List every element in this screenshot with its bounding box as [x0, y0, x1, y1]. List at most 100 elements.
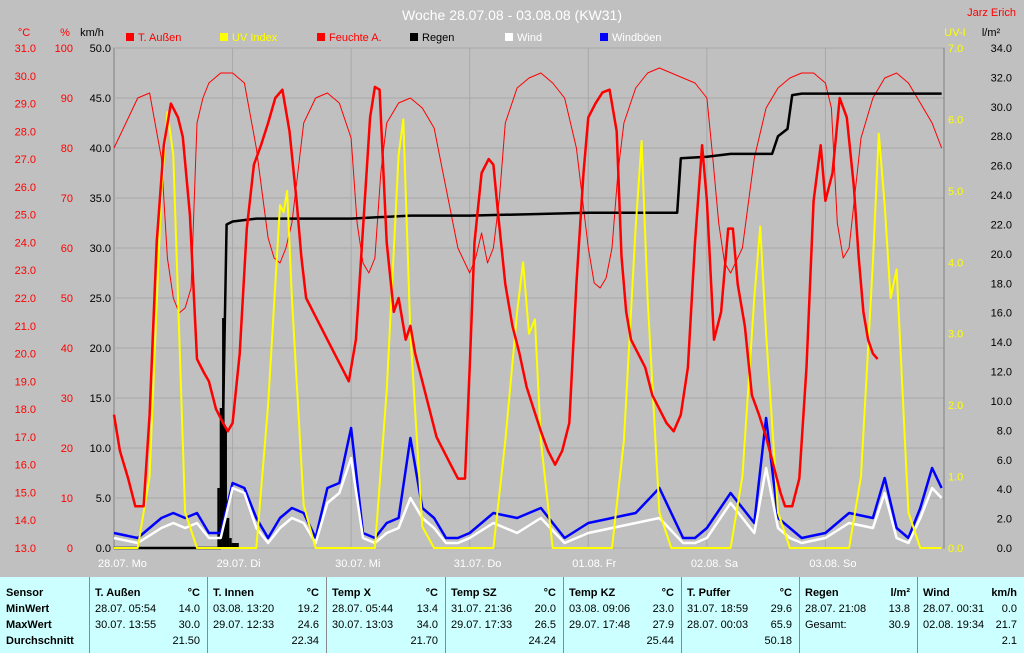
humidity-tick-label: 0: [67, 543, 73, 555]
stat-average-value: 24.24: [528, 635, 556, 647]
uv-tick-label: 6.0: [948, 114, 963, 126]
wind-tick-label: 20.0: [90, 343, 111, 355]
stat-sensor-name: Temp SZ: [451, 587, 497, 599]
uv-tick-label: 5.0: [948, 186, 963, 198]
uv-tick-label: 4.0: [948, 257, 963, 269]
temp-tick-label: 18.0: [15, 404, 36, 416]
chart-author: Jarz Erich: [967, 7, 1016, 19]
stat-max-value: 65.9: [770, 619, 792, 631]
temp-tick-label: 21.0: [15, 321, 36, 333]
temp-tick-label: 28.0: [15, 126, 36, 138]
rain-bar: [226, 518, 230, 548]
stat-min-time: 28.07. 05:44: [332, 603, 394, 615]
stat-max-value: 24.6: [297, 619, 319, 631]
rain-bar: [217, 488, 220, 548]
rain-tick-label: 18.0: [991, 278, 1012, 290]
stat-min-time: 03.08. 09:06: [569, 603, 631, 615]
temp-tick-label: 20.0: [15, 349, 36, 361]
stat-min-value: 20.0: [534, 603, 556, 615]
stat-average-value: 2.1: [1001, 635, 1017, 647]
stat-min-time: 28.07. 21:08: [805, 603, 867, 615]
humidity-tick-label: 10: [61, 493, 73, 505]
chart-title: Woche 28.07.08 - 03.08.08 (KW31): [402, 7, 622, 23]
stat-column: T. Puffer °C 31.07. 18:59 29.6 28.07. 00:03 6…: [681, 577, 800, 653]
rain-tick-label: 16.0: [991, 308, 1012, 320]
uv-tick-label: 2.0: [948, 400, 963, 412]
stat-max-time: 29.07. 17:48: [569, 619, 631, 631]
stat-average-value: 22.34: [291, 635, 319, 647]
stat-column: Temp SZ °C 31.07. 21:36 20.0 29.07. 17:33 26.…: [445, 577, 564, 653]
temperature-line: [112, 85, 879, 508]
stat-min-value: 19.2: [297, 603, 319, 615]
rain-tick-label: 12.0: [991, 367, 1012, 379]
stat-max-time: Gesamt:: [805, 619, 847, 631]
temp-tick-label: 16.0: [15, 460, 36, 472]
wind-tick-label: 40.0: [90, 143, 111, 155]
legend-swatch: [600, 33, 608, 41]
rain-bar: [233, 543, 237, 548]
rain-tick-label: 2.0: [997, 514, 1012, 526]
rain-tick-label: 6.0: [997, 455, 1012, 467]
stat-max-time: 02.08. 19:34: [923, 619, 985, 631]
stat-sensor-name: Wind: [923, 587, 950, 599]
temp-tick-label: 23.0: [15, 265, 36, 277]
stat-column: Temp KZ °C 03.08. 09:06 23.0 29.07. 17:48 27.…: [563, 577, 682, 653]
rain-bar: [229, 538, 232, 548]
humidity-tick-label: 40: [61, 343, 73, 355]
x-tick-label: 02.08. Sa: [691, 558, 739, 570]
wind-axis-unit: km/h: [80, 27, 104, 39]
rain-tick-label: 34.0: [991, 43, 1012, 55]
x-tick-label: 01.08. Fr: [572, 558, 616, 570]
x-tick-label: 03.08. So: [809, 558, 856, 570]
legend-label: Wind: [517, 32, 542, 44]
stat-max-value: 34.0: [416, 619, 438, 631]
stat-max-time: 29.07. 17:33: [451, 619, 513, 631]
humidity-tick-label: 30: [61, 393, 73, 405]
x-tick-label: 31.07. Do: [454, 558, 502, 570]
legend-label: UV Index: [232, 32, 278, 44]
rain-tick-label: 0.0: [997, 543, 1012, 555]
stat-min-time: 31.07. 21:36: [451, 603, 513, 615]
rain-tick-label: 24.0: [991, 190, 1012, 202]
stat-min-time: 28.07. 05:54: [95, 603, 157, 615]
stat-max-value: 30.9: [888, 619, 910, 631]
stat-column: Regen l/m² 28.07. 21:08 13.8 Gesamt: 30.9: [799, 577, 918, 653]
stat-sensor-name: T. Puffer: [687, 587, 731, 599]
stat-sensor-name: T. Außen: [95, 587, 141, 599]
humidity-line: [113, 67, 943, 314]
stat-min-value: 23.0: [652, 603, 674, 615]
wind-tick-label: 15.0: [90, 393, 111, 405]
rain-bar: [224, 428, 227, 548]
stat-column: Temp X °C 28.07. 05:44 13.4 30.07. 13:03 34.0…: [326, 577, 446, 653]
uv-line: [114, 111, 942, 549]
x-tick-label: 30.07. Mi: [335, 558, 380, 570]
temp-tick-label: 24.0: [15, 237, 36, 249]
temp-tick-label: 25.0: [15, 210, 36, 222]
stat-unit: °C: [306, 587, 319, 599]
rain-tick-label: 26.0: [991, 161, 1012, 173]
uv-tick-label: 1.0: [948, 472, 963, 484]
humidity-tick-label: 90: [61, 93, 73, 105]
uv-tick-label: 7.0: [948, 43, 963, 55]
rain-axis-unit: l/m²: [982, 27, 1001, 39]
stat-min-value: 0.0: [1001, 603, 1017, 615]
rain-bar: [236, 543, 239, 548]
row-label-min: MinWert: [6, 603, 50, 615]
wind-tick-label: 45.0: [90, 93, 111, 105]
temp-tick-label: 29.0: [15, 99, 36, 111]
temp-tick-label: 27.0: [15, 154, 36, 166]
stat-min-time: 03.08. 13:20: [213, 603, 275, 615]
gust-line: [113, 416, 943, 540]
rain-tick-label: 22.0: [991, 219, 1012, 231]
legend-swatch: [220, 33, 228, 41]
stat-unit: °C: [425, 587, 438, 599]
stat-min-value: 29.6: [770, 603, 792, 615]
chart-canvas: 13.0 14.0 15.0 16.0 17.0 18.0 19.0 20.0 21.0 22.0…: [15, 7, 1016, 570]
humidity-tick-label: 50: [61, 293, 73, 305]
stat-unit: km/h: [991, 587, 1017, 599]
stat-max-time: 29.07. 12:33: [213, 619, 275, 631]
legend-swatch: [317, 33, 325, 41]
legend-swatch: [505, 33, 513, 41]
stat-unit: °C: [187, 587, 200, 599]
temp-tick-label: 15.0: [15, 487, 36, 499]
